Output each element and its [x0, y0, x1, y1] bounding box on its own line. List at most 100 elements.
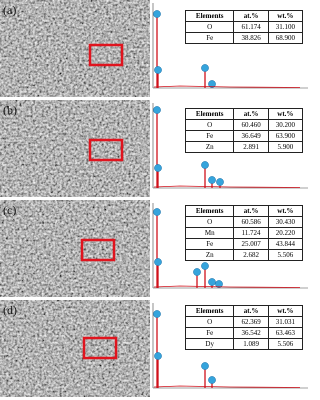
- table-row: Dy 1.089 5.506: [184, 338, 304, 350]
- spectrum-baseline: [153, 185, 301, 188]
- peak-marker: [208, 80, 216, 88]
- spectrum-baseline: [153, 385, 301, 388]
- table-cell: Elements: [184, 305, 235, 317]
- peak-marker: [208, 376, 216, 384]
- table-cell: 25.007: [233, 238, 269, 250]
- table-row: Zn 2.891 5.900: [184, 141, 304, 153]
- peak-marker: [154, 164, 162, 172]
- region-box: [82, 336, 118, 360]
- peak-marker: [216, 178, 224, 186]
- table-row: Elements at.% wt.%: [184, 305, 304, 317]
- peak-marker: [208, 176, 216, 184]
- peak-marker: [208, 278, 216, 286]
- figure: (a) Elements at.% wt.% O 61.174 31.100 Fe 38.826…: [0, 0, 308, 397]
- table-cell: 31.031: [267, 316, 304, 328]
- composition-table: Elements at.% wt.% O 61.174 31.100 Fe 38.826 68.…: [184, 10, 304, 44]
- table-cell: 5.506: [267, 338, 304, 350]
- peak-marker: [193, 268, 201, 276]
- table-cell: 43.844: [267, 238, 304, 250]
- peak-marker: [154, 66, 162, 74]
- table-row: O 60.586 30.430: [184, 216, 304, 228]
- sem-image: [0, 100, 150, 197]
- table-cell: at.%: [233, 108, 269, 120]
- table-cell: at.%: [233, 305, 269, 317]
- table-cell: 60.460: [233, 119, 269, 131]
- table-cell: 11.724: [233, 227, 269, 239]
- table-cell: wt.%: [267, 108, 304, 120]
- table-cell: Elements: [184, 205, 235, 217]
- sem-image: [0, 0, 150, 97]
- table-cell: 62.369: [233, 316, 269, 328]
- peak-marker: [153, 10, 161, 18]
- table-cell: 60.586: [233, 216, 269, 228]
- table-cell: 2.682: [233, 249, 269, 261]
- table-row: Fe 36.649 63.900: [184, 130, 304, 142]
- table-cell: wt.%: [267, 305, 304, 317]
- table-row: Fe 38.826 68.900: [184, 32, 304, 44]
- table-cell: Fe: [184, 32, 235, 44]
- table-row: O 61.174 31.100: [184, 21, 304, 33]
- table-cell: at.%: [233, 205, 269, 217]
- table-cell: Zn: [184, 249, 235, 261]
- table-cell: 30.200: [267, 119, 304, 131]
- figure-graphics: [0, 0, 308, 397]
- sem-image: [0, 300, 150, 397]
- panel-label: (d): [3, 303, 17, 317]
- peak-marker: [153, 208, 161, 216]
- table-cell: O: [184, 216, 235, 228]
- panel-label: (a): [3, 3, 17, 17]
- table-cell: 20.220: [267, 227, 304, 239]
- sem-image: [0, 200, 150, 297]
- spectrum-baseline: [153, 85, 301, 88]
- peak-marker: [154, 258, 162, 266]
- table-row: Fe 36.542 63.463: [184, 327, 304, 339]
- table-cell: 31.100: [267, 21, 304, 33]
- table-cell: 38.826: [233, 32, 269, 44]
- table-row: Fe 25.007 43.844: [184, 238, 304, 250]
- table-row: Elements at.% wt.%: [184, 108, 304, 120]
- table-cell: 2.891: [233, 141, 269, 153]
- panel-label: (b): [3, 103, 17, 117]
- table-cell: at.%: [233, 10, 269, 22]
- table-cell: 5.506: [267, 249, 304, 261]
- table-cell: Zn: [184, 141, 235, 153]
- table-cell: wt.%: [267, 10, 304, 22]
- peak-marker: [201, 64, 209, 72]
- table-cell: 68.900: [267, 32, 304, 44]
- peak-marker: [153, 310, 161, 318]
- composition-table: Elements at.% wt.% O 60.460 30.200 Fe 36.649 63.…: [184, 108, 304, 153]
- region-box: [88, 43, 124, 67]
- table-cell: Dy: [184, 338, 235, 350]
- table-cell: Mn: [184, 227, 235, 239]
- table-cell: 63.900: [267, 130, 304, 142]
- table-cell: Elements: [184, 10, 235, 22]
- table-row: Mn 11.724 20.220: [184, 227, 304, 239]
- table-row: O 60.460 30.200: [184, 119, 304, 131]
- region-box: [80, 238, 116, 262]
- table-cell: 5.900: [267, 141, 304, 153]
- table-cell: 1.089: [233, 338, 269, 350]
- table-cell: Elements: [184, 108, 235, 120]
- region-box: [88, 138, 124, 162]
- peak-marker: [154, 352, 162, 360]
- table-row: O 62.369 31.031: [184, 316, 304, 328]
- peak-marker: [201, 161, 209, 169]
- spectrum-baseline: [153, 285, 301, 288]
- table-cell: Fe: [184, 238, 235, 250]
- table-row: Elements at.% wt.%: [184, 205, 304, 217]
- table-cell: O: [184, 316, 235, 328]
- table-cell: 63.463: [267, 327, 304, 339]
- composition-table: Elements at.% wt.% O 60.586 30.430 Mn 11.724 20.…: [184, 205, 304, 261]
- table-cell: 36.649: [233, 130, 269, 142]
- peak-marker: [201, 362, 209, 370]
- peak-marker: [201, 262, 209, 270]
- table-cell: 30.430: [267, 216, 304, 228]
- table-cell: wt.%: [267, 205, 304, 217]
- composition-table: Elements at.% wt.% O 62.369 31.031 Fe 36.542 63.…: [184, 305, 304, 350]
- table-cell: 61.174: [233, 21, 269, 33]
- table-cell: Fe: [184, 130, 235, 142]
- peak-marker: [153, 106, 161, 114]
- table-cell: 36.542: [233, 327, 269, 339]
- table-row: Elements at.% wt.%: [184, 10, 304, 22]
- table-cell: O: [184, 119, 235, 131]
